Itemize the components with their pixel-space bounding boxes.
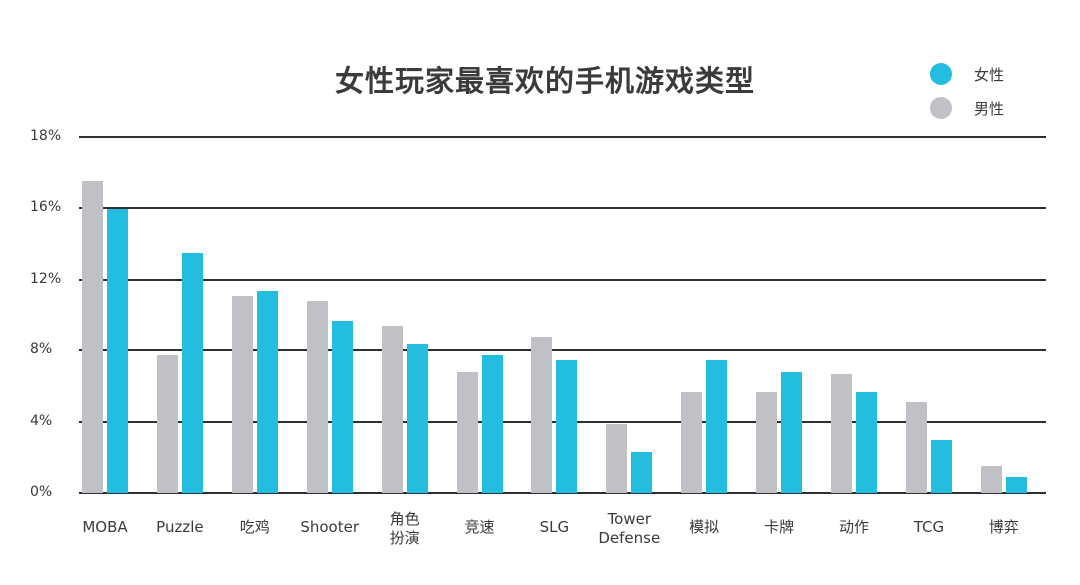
bar-female: [181, 253, 203, 493]
legend-dot-male-icon: [930, 97, 952, 119]
bar-female: [256, 290, 278, 493]
y-tick-label: 12%: [30, 271, 62, 287]
x-axis-label: 动作: [838, 518, 869, 536]
bar-female: [856, 391, 877, 493]
legend-dot-female-icon: [930, 63, 952, 85]
x-axis-label: SLG: [539, 518, 570, 536]
bar-male: [980, 466, 1002, 493]
x-axis-label: 卡牌: [764, 518, 795, 536]
y-tick-label: 18%: [30, 128, 62, 144]
bar-female: [556, 359, 578, 493]
bar-male: [831, 374, 852, 493]
x-axis-label: 吃鸡: [239, 518, 270, 536]
x-axis-label: 角色 扮演: [389, 510, 420, 547]
bar-male: [681, 391, 703, 493]
gridline: [79, 207, 1046, 209]
bar-male: [905, 402, 927, 493]
legend-label: 女性: [974, 65, 1005, 84]
gridline: [79, 136, 1046, 138]
x-axis-label: 模拟: [689, 518, 720, 536]
bar-male: [381, 326, 403, 493]
x-axis-label: Puzzle: [156, 518, 204, 536]
bar-male: [231, 295, 253, 493]
y-tick-label: 8%: [30, 341, 53, 357]
bar-female: [331, 320, 353, 493]
gridline: [79, 349, 1046, 351]
gridline: [79, 279, 1046, 281]
x-axis-label: TCG: [913, 518, 945, 536]
bar-male: [606, 423, 628, 493]
legend-item-male: 男性: [930, 91, 1004, 125]
bar-female: [930, 439, 952, 493]
bar-female: [706, 359, 728, 493]
bar-female: [406, 343, 428, 493]
x-axis-label: 博弈: [988, 518, 1019, 536]
bar-female: [1005, 477, 1027, 493]
bar-male: [306, 301, 328, 493]
bar-male: [456, 372, 478, 493]
legend-item-female: 女性: [930, 57, 1004, 91]
bar-female: [107, 209, 128, 493]
bar-male: [82, 180, 103, 493]
y-tick-label: 4%: [30, 413, 53, 429]
y-tick-label: 0%: [30, 484, 53, 500]
bar-male: [156, 354, 178, 493]
legend: 女性 男性: [930, 57, 1004, 125]
x-axis-label: MOBA: [82, 518, 128, 536]
gridline: [79, 492, 1046, 494]
bar-male: [756, 391, 778, 493]
bar-female: [781, 372, 803, 493]
legend-label: 男性: [974, 99, 1005, 118]
bar-female: [481, 354, 503, 493]
bar-male: [531, 336, 553, 493]
bar-female: [631, 452, 653, 493]
y-tick-label: 16%: [30, 199, 62, 215]
x-axis-label: Tower Defense: [598, 510, 661, 547]
x-axis-label: 竞速: [464, 518, 495, 536]
chart-title: 女性玩家最喜欢的手机游戏类型: [334, 64, 755, 98]
x-axis-label: Shooter: [300, 518, 360, 536]
